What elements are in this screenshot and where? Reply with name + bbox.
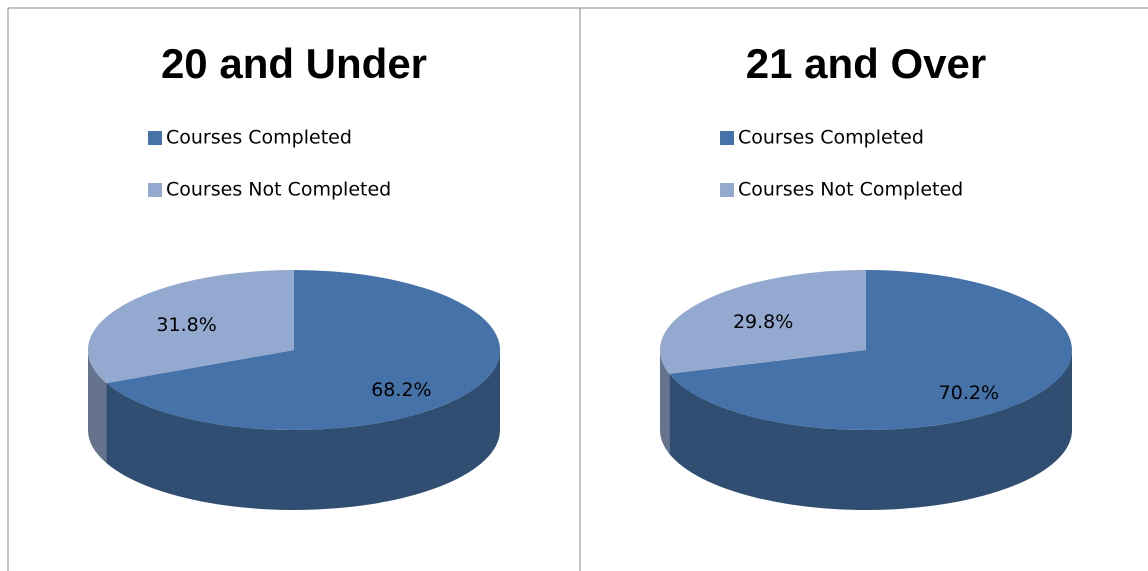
- value-label: 68.2%: [371, 379, 431, 401]
- chart-title: 21 and Over: [746, 40, 986, 87]
- legend-swatch: [148, 183, 162, 197]
- legend-label: Courses Completed: [738, 127, 924, 149]
- slice: [87, 270, 294, 384]
- chart-title: 20 and Under: [161, 40, 427, 87]
- legend-swatch: [720, 183, 734, 197]
- slice: [106, 270, 500, 430]
- slice-side: [88, 350, 107, 464]
- slice-side: [669, 350, 1073, 511]
- slice-side: [106, 350, 501, 510]
- legend-swatch: [720, 131, 734, 145]
- slice: [660, 270, 866, 374]
- value-label: 31.8%: [156, 314, 216, 336]
- legend-label: Courses Not Completed: [738, 179, 963, 201]
- slice-side: [659, 350, 670, 454]
- legend-swatch: [148, 131, 162, 145]
- value-label: 29.8%: [733, 311, 793, 333]
- slice: [669, 270, 1072, 430]
- value-label: 70.2%: [939, 382, 999, 404]
- legend-label: Courses Completed: [166, 127, 352, 149]
- legend-label: Courses Not Completed: [166, 179, 391, 201]
